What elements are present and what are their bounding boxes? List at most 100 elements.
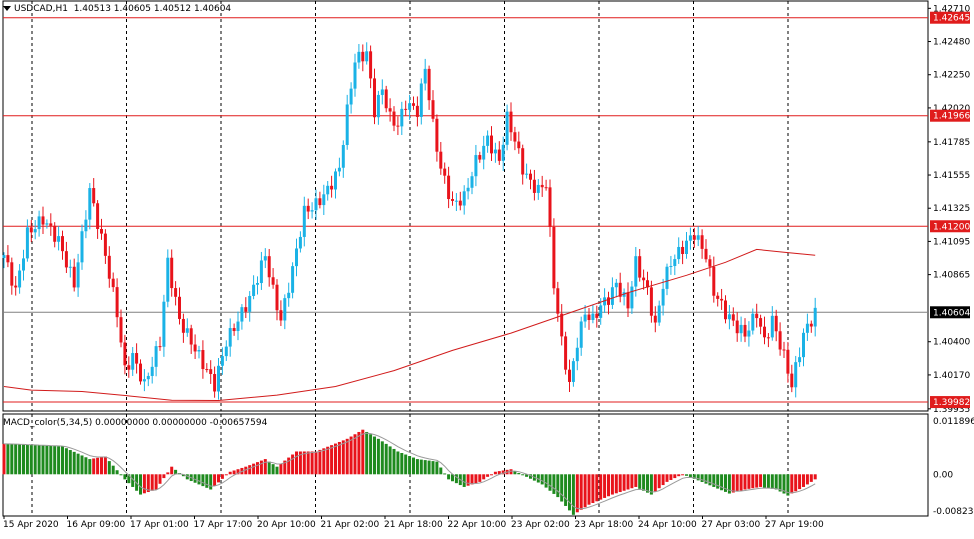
macd-bar [813,474,817,480]
macd-bar [470,474,474,485]
macd-bar [497,471,501,475]
candle-body [708,259,712,267]
macd-bar [263,459,267,475]
candle-body [170,257,174,289]
candle-body [466,187,470,192]
candle-body [747,330,751,337]
macd-bar [271,464,275,475]
candle-body [696,235,700,240]
macd-bar [213,474,217,486]
macd-bar [209,474,213,490]
macd-bar [162,474,166,479]
macd-bar [802,474,805,487]
candle-body [166,257,170,302]
macd-bar [310,451,314,475]
candle-body [431,100,435,119]
macd-bar [96,457,100,475]
candle-body [341,144,345,168]
macd-bar [556,474,560,498]
macd-bar [302,451,306,475]
candle-body [154,346,158,367]
candle-body [322,194,326,206]
candle-body [739,324,743,334]
chart-header: USDCAD,H1 1.40513 1.40605 1.40512 1.4060… [3,4,231,14]
candle-body [185,328,189,333]
candle-body [634,256,638,287]
candle-body [451,199,454,201]
candle-body [217,365,220,392]
macd-bar [400,453,404,475]
macd-bar [599,474,603,500]
macd-bar [439,467,443,475]
macd-bar [115,470,119,475]
candle-body [474,155,478,177]
macd-bar [353,434,357,475]
macd-bar [724,474,727,492]
candle-body [22,258,25,271]
macd-bar [474,474,478,484]
level-tag-bottom-bg [930,396,970,409]
macd-bar [579,474,583,510]
macd-bar [349,436,353,475]
macd-bar [365,431,369,475]
candle-body [540,184,544,188]
level-tag-top-bg [930,11,970,24]
candle-body [782,349,786,351]
candle-body [482,145,486,160]
candle-body [298,236,302,249]
candle-body [427,68,431,101]
macd-bar [688,474,692,478]
candle-body [107,255,111,279]
macd-bar [778,474,782,492]
moving-average-line [3,248,816,402]
candle-body [743,324,747,337]
candle-body [2,255,6,259]
candle-body [603,297,607,306]
candle-body [267,256,271,278]
macd-bar [275,466,279,475]
macd-bar [805,474,809,485]
macd-bar [731,474,735,493]
time-axis-label: 24 Apr 10:00 [638,520,697,530]
price-axis-label: 1.42020 [933,104,970,114]
candle-body [330,185,334,190]
macd-bar [57,446,61,475]
macd-bar [536,474,540,483]
macd-bar [415,459,419,475]
candle-body [548,187,552,227]
candle-body [419,83,423,117]
macd-bar [123,474,127,480]
candle-body [29,227,33,233]
macd-bar [798,474,802,490]
macd-bar [10,444,14,475]
macd-bar [587,474,591,505]
macd-bar [548,474,552,491]
candle-body [454,200,458,202]
dropdown-triangle-icon[interactable] [3,6,11,11]
candle-body [704,248,708,260]
candle-body [685,240,688,255]
candle-body [139,363,142,382]
time-axis-label: 22 Apr 10:00 [448,520,507,530]
candle-body [57,236,61,242]
candle-body [497,149,501,161]
macd-bar [150,474,154,491]
candle-body [220,356,224,366]
time-axis-label: 27 Apr 03:00 [702,520,761,530]
candle-body [646,280,649,288]
macd-bar [224,474,228,476]
candle-body [119,317,123,343]
macd-bar [552,474,556,494]
candle-body [41,216,45,225]
macd-bar [692,474,696,479]
candle-body [763,326,766,338]
macd-bar [447,474,451,480]
candle-body [653,315,657,323]
level-tag-upper-bg [930,109,970,122]
candle-body [357,51,361,63]
macd-bar [700,474,704,483]
macd-bar [29,445,33,475]
price-axis-label: 1.41325 [933,204,970,214]
